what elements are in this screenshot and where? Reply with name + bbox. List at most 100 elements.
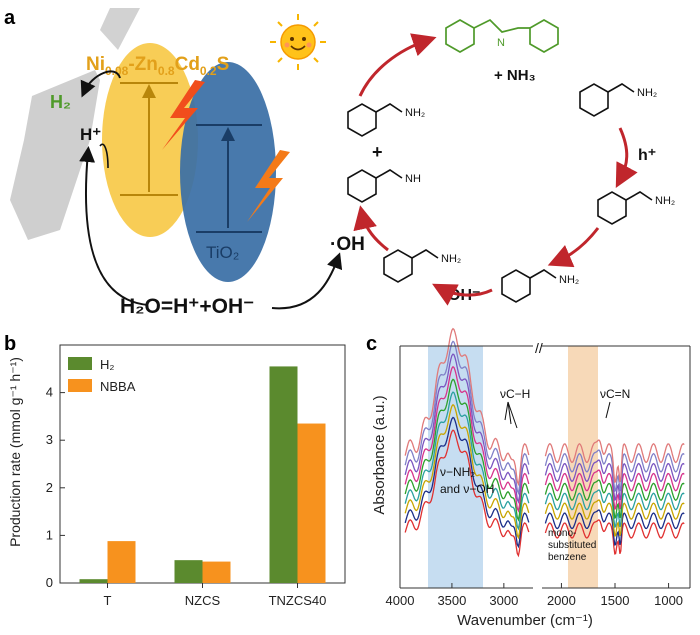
- legend-label-h2: H₂: [100, 357, 114, 372]
- water-equation: H₂O=H⁺+OH⁻: [120, 295, 254, 318]
- x-tick-label: T: [104, 593, 112, 608]
- y-tick-label: 4: [46, 385, 53, 400]
- x-axis: 4000 3500 3000 2000 1500 1000: [386, 345, 691, 608]
- cycle-arrow: [547, 227, 600, 268]
- annotation-mono: mono-: [548, 528, 576, 539]
- lightning-icon: [162, 80, 205, 150]
- spectrum-line: [544, 509, 685, 546]
- ftir-spectra: [404, 327, 685, 558]
- spectrum-line: [544, 519, 685, 555]
- imine-n-label: N: [497, 37, 505, 49]
- x-tick-label: 1500: [601, 593, 630, 608]
- spectrum-line: [544, 499, 685, 537]
- spectrum-line: [544, 459, 685, 501]
- panel-b: b Production rate (mmol g⁻¹ h⁻¹) 0 1 2 3 4 T…: [4, 333, 346, 608]
- h-plus-label: H⁺: [80, 125, 101, 144]
- panel-a: a TiO₂ N: [4, 7, 675, 318]
- nh3-label: + NH₃: [494, 67, 536, 84]
- spectrum-line: [404, 340, 530, 496]
- bar-nbba: [297, 423, 326, 583]
- bar-nbba: [202, 561, 231, 583]
- nh2-label: NH₂: [637, 87, 657, 99]
- x-tick-label: NZCS: [185, 593, 221, 608]
- nh2-plus-label: NH₂: [655, 195, 675, 207]
- bar-h2: [174, 560, 203, 583]
- y-tick-label: 0: [46, 575, 53, 590]
- legend-swatch-h2: [68, 357, 92, 370]
- panel-b-label: b: [4, 333, 16, 355]
- amine-radical-cation-molecule: [597, 191, 653, 225]
- lightning-icon: [247, 150, 290, 222]
- hole-label: h⁺: [638, 147, 656, 164]
- x-axis: T NZCS TNZCS40: [104, 583, 327, 608]
- y-axis-title: Production rate (mmol g⁻¹ h⁻¹): [7, 357, 23, 547]
- spectrum-line: [544, 489, 685, 528]
- x-tick-label: 3500: [437, 593, 466, 608]
- annotation-benzene: benzene: [548, 552, 587, 563]
- h-plus-link: [99, 143, 109, 169]
- cycle-arrow: [432, 283, 493, 306]
- nh2-label: NH₂: [405, 107, 425, 119]
- panel-c: c Absorbance (a.u.) 4000 3500 3000 2000 1500…: [366, 327, 691, 629]
- nh2-plus-label: NH₂: [559, 274, 579, 286]
- annotation-ch: νC−H: [500, 387, 530, 401]
- gray-shadow-left: [10, 70, 100, 240]
- annotation-substituted: substituted: [548, 540, 596, 551]
- tio2-label: TiO₂: [206, 243, 239, 262]
- spectrum-line: [544, 479, 685, 519]
- spectrum-line: [544, 469, 685, 510]
- spectrum-line: [404, 353, 530, 505]
- bar-h2: [269, 366, 298, 583]
- x-tick-label: 2000: [547, 593, 576, 608]
- spectrum-line: [544, 439, 685, 484]
- x-tick-label: 1000: [654, 593, 683, 608]
- y-tick-label: 2: [46, 480, 53, 495]
- spectrum-line: [404, 378, 530, 522]
- gray-shadow-top: [100, 8, 140, 50]
- nh2-label: NH₂: [441, 253, 461, 265]
- bar-h2: [79, 579, 108, 583]
- sun-icon: [270, 14, 326, 70]
- annotation-pointers: [504, 401, 611, 429]
- benzylamine-molecule: [579, 83, 635, 117]
- spectrum-line: [404, 403, 530, 540]
- benzylamine-molecule: [347, 103, 403, 137]
- water-to-oh-arrow: [271, 252, 343, 310]
- panel-c-label: c: [366, 333, 377, 355]
- imine-intermediate-molecule: [347, 169, 403, 203]
- water-to-hplus-arrow: [79, 146, 149, 306]
- oh-radical-label: ·OH: [330, 234, 365, 255]
- y-tick-label: 1: [46, 527, 53, 542]
- y-axis-title: Absorbance (a.u.): [371, 395, 388, 514]
- y-tick-label: 3: [46, 432, 53, 447]
- plus-sign: +: [372, 142, 383, 162]
- bar-series: [79, 366, 326, 583]
- x-tick-label: TNZCS40: [269, 593, 327, 608]
- legend-label-nbba: NBBA: [100, 379, 136, 394]
- product-imine-molecule: [445, 18, 559, 53]
- catalyst-formula: Ni0.08-Zn0.8Cd0.2S: [86, 54, 229, 78]
- spectrum-line: [404, 327, 530, 487]
- x-tick-label: 4000: [386, 593, 415, 608]
- cycle-arrow: [353, 205, 389, 252]
- bar-nbba: [107, 541, 136, 583]
- h2-label: H₂: [50, 92, 71, 112]
- legend-swatch-nbba: [68, 379, 92, 392]
- panel-a-label: a: [4, 7, 16, 29]
- spectrum-line: [404, 416, 530, 549]
- cycle-arrow: [615, 127, 638, 188]
- carbon-radical-molecule: [383, 249, 439, 283]
- x-axis-title: Wavenumber (cm⁻¹): [457, 612, 593, 629]
- annotation-oh: and ν−OH: [440, 482, 494, 496]
- nh-label: NH: [405, 173, 421, 185]
- carbon-radical-cation-molecule: [501, 269, 557, 303]
- x-tick-label: 3000: [489, 593, 518, 608]
- annotation-nh2: ν−NH₂: [440, 465, 475, 479]
- annotation-cn: νC=N: [600, 387, 630, 401]
- spectrum-line: [544, 449, 685, 493]
- legend: H₂ NBBA: [68, 357, 136, 394]
- benzene-highlight-band: [568, 346, 598, 588]
- electron-to-h2-arrow: [80, 70, 121, 98]
- spectrum-line: [404, 391, 530, 531]
